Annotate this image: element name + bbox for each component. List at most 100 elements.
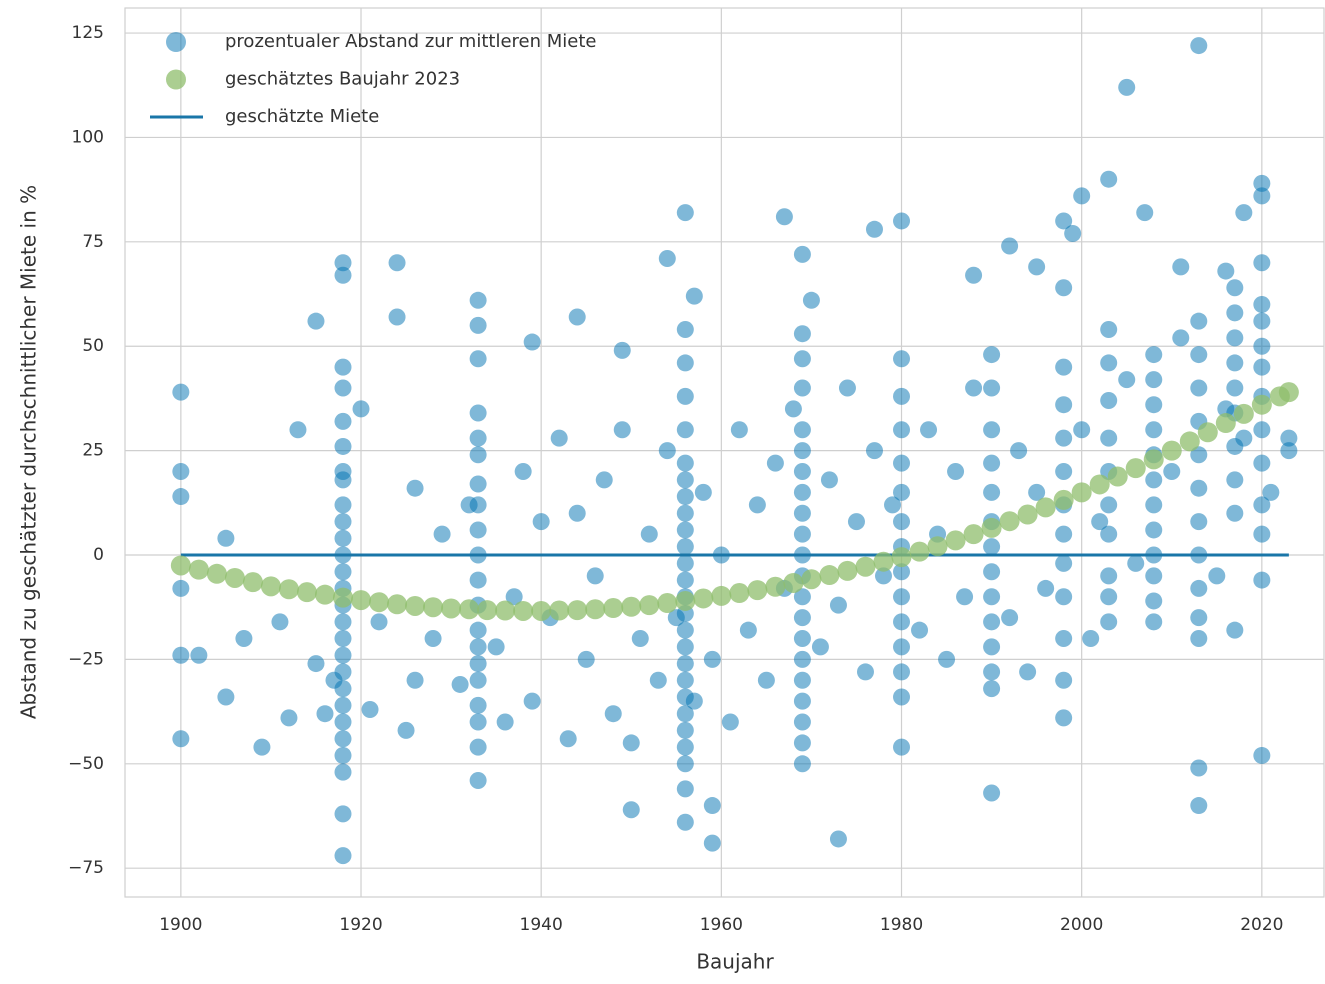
data-point [334, 847, 352, 865]
data-point [667, 609, 685, 627]
data-point [531, 600, 552, 621]
data-point [550, 429, 568, 447]
data-point [1100, 567, 1118, 585]
data-point [765, 576, 786, 597]
data-point [855, 556, 876, 577]
data-point [469, 429, 487, 447]
data-point [1100, 354, 1118, 372]
data-point [1190, 346, 1208, 364]
data-point [1253, 454, 1271, 472]
data-point [172, 488, 190, 506]
data-point [1037, 579, 1055, 597]
data-point [1100, 496, 1118, 514]
y-axis-label: Abstand zu geschätzter durchschnittliche… [17, 185, 41, 719]
data-point [811, 638, 829, 656]
data-point [469, 571, 487, 589]
data-point [172, 646, 190, 664]
data-point [983, 784, 1001, 802]
data-point [1190, 630, 1208, 648]
data-point [1145, 567, 1163, 585]
data-point [568, 504, 586, 522]
data-point [1226, 354, 1244, 372]
data-point [793, 245, 811, 263]
data-point [1100, 429, 1118, 447]
data-point [424, 630, 442, 648]
marks [170, 37, 1299, 865]
data-point [334, 613, 352, 631]
data-point [1217, 400, 1235, 418]
data-point [676, 780, 694, 798]
legend-swatch [166, 32, 186, 52]
x-tick-label: 1940 [520, 915, 563, 935]
data-point [1017, 504, 1038, 525]
data-point [1145, 496, 1163, 514]
data-point [307, 312, 325, 330]
data-point [893, 483, 911, 501]
data-point [757, 671, 775, 689]
y-tick-label: 125 [72, 23, 104, 43]
data-point [838, 379, 856, 397]
data-point [1253, 254, 1271, 272]
data-point [334, 496, 352, 514]
data-point [334, 412, 352, 430]
data-point [613, 421, 631, 439]
data-point [657, 593, 678, 614]
data-point [469, 475, 487, 493]
data-point [1233, 403, 1254, 424]
data-point [495, 600, 516, 621]
data-point [622, 734, 640, 752]
data-point [694, 483, 712, 501]
data-point [1055, 279, 1073, 297]
data-point [711, 585, 732, 606]
data-point [1055, 396, 1073, 414]
data-point [893, 663, 911, 681]
data-point [334, 513, 352, 531]
data-point [676, 571, 694, 589]
data-point [532, 513, 550, 531]
data-point [983, 421, 1001, 439]
y-tick-label: 25 [82, 441, 104, 461]
data-point [983, 663, 1001, 681]
data-point [469, 316, 487, 334]
data-point [793, 525, 811, 543]
data-point [1226, 621, 1244, 639]
legend-label: prozentualer Abstand zur mittleren Miete [225, 31, 596, 52]
data-point [334, 563, 352, 581]
data-point [909, 541, 930, 562]
data-point [334, 471, 352, 489]
data-point [1253, 174, 1271, 192]
data-point [983, 454, 1001, 472]
data-point [1055, 358, 1073, 376]
data-point [568, 308, 586, 326]
data-point [1028, 483, 1046, 501]
data-point [1100, 392, 1118, 410]
data-point [280, 709, 298, 727]
data-point [1145, 346, 1163, 364]
data-point [893, 421, 911, 439]
data-point [1071, 482, 1092, 503]
data-point [1280, 442, 1298, 460]
data-point [676, 421, 694, 439]
data-point [1091, 513, 1109, 531]
data-point [639, 595, 660, 616]
data-point [1125, 458, 1146, 479]
data-point [325, 671, 343, 689]
data-point [1190, 37, 1208, 55]
data-point [585, 599, 606, 620]
data-point [1055, 462, 1073, 480]
data-point [703, 797, 721, 815]
data-point [170, 555, 191, 576]
data-point [793, 421, 811, 439]
data-point [1100, 321, 1118, 339]
x-tick-label: 2000 [1060, 915, 1103, 935]
data-point [1278, 382, 1299, 403]
data-point [793, 442, 811, 460]
data-point [595, 471, 613, 489]
data-point [513, 600, 534, 621]
data-point [983, 346, 1001, 364]
data-point [224, 567, 245, 588]
data-point [983, 588, 1001, 606]
data-point [1197, 422, 1218, 443]
data-point [693, 588, 714, 609]
data-point [334, 529, 352, 547]
